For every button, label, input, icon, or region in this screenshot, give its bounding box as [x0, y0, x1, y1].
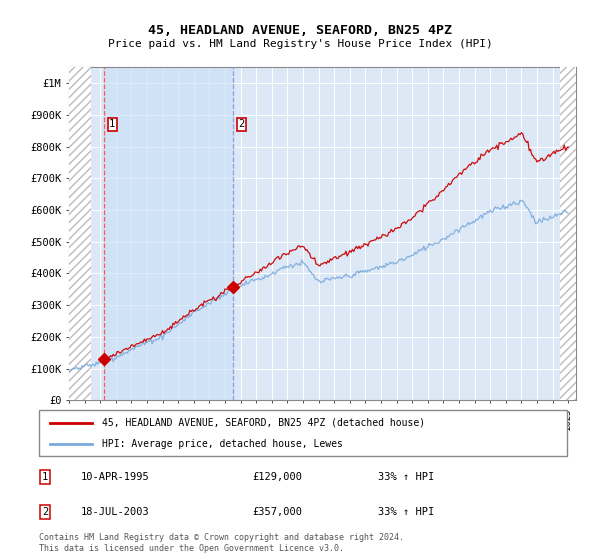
Bar: [69, 67, 91, 400]
Text: 2: 2: [42, 507, 48, 517]
Text: 2: 2: [238, 119, 244, 129]
Text: HPI: Average price, detached house, Lewes: HPI: Average price, detached house, Lewe…: [103, 439, 343, 449]
Text: Contains HM Land Registry data © Crown copyright and database right 2024.
This d: Contains HM Land Registry data © Crown c…: [39, 533, 404, 553]
Text: 33% ↑ HPI: 33% ↑ HPI: [378, 507, 434, 517]
Text: £129,000: £129,000: [252, 472, 302, 482]
Text: 1: 1: [42, 472, 48, 482]
Bar: [104, 67, 233, 400]
Text: 45, HEADLAND AVENUE, SEAFORD, BN25 4PZ (detached house): 45, HEADLAND AVENUE, SEAFORD, BN25 4PZ (…: [103, 418, 425, 428]
Text: 45, HEADLAND AVENUE, SEAFORD, BN25 4PZ: 45, HEADLAND AVENUE, SEAFORD, BN25 4PZ: [148, 24, 452, 36]
Text: Price paid vs. HM Land Registry's House Price Index (HPI): Price paid vs. HM Land Registry's House …: [107, 39, 493, 49]
Text: 18-JUL-2003: 18-JUL-2003: [81, 507, 150, 517]
Text: £357,000: £357,000: [252, 507, 302, 517]
Bar: [560, 67, 576, 400]
Text: 10-APR-1995: 10-APR-1995: [81, 472, 150, 482]
Text: 33% ↑ HPI: 33% ↑ HPI: [378, 472, 434, 482]
FancyBboxPatch shape: [39, 410, 567, 456]
Text: 1: 1: [109, 119, 115, 129]
